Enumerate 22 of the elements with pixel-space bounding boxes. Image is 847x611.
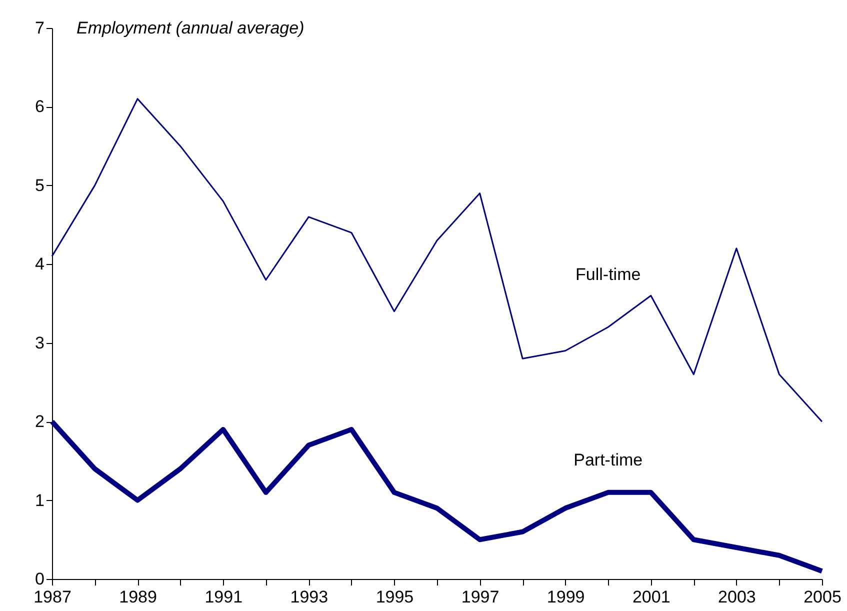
y-axis-title: Employment (annual average)	[76, 18, 304, 38]
x-tick-label: 1993	[290, 588, 328, 606]
y-tick-label: 2	[35, 412, 44, 432]
y-tick-label: 4	[35, 254, 44, 274]
x-tick-label: 2005	[804, 588, 842, 606]
y-tick-label: 6	[35, 97, 44, 116]
x-tick-label: 2003	[718, 588, 756, 606]
x-tick-label: 1997	[461, 588, 500, 606]
x-tick-label: 1989	[119, 588, 157, 606]
y-tick-label: 7	[35, 18, 44, 38]
y-tick-label: 1	[35, 490, 44, 510]
series-label: Part-time	[574, 450, 643, 470]
y-tick-label: 5	[35, 176, 44, 195]
x-tick-label: 1999	[546, 588, 585, 606]
line-series	[51, 98, 823, 422]
x-tick-label: 1991	[204, 588, 243, 606]
x-tick-label: 2001	[632, 588, 670, 606]
series-label: Full-time	[576, 265, 641, 284]
y-tick-label: 0	[35, 570, 44, 588]
y-tick-label: 3	[35, 333, 44, 352]
x-tick-label: 1987	[34, 588, 72, 606]
x-tick-label: 1995	[376, 588, 414, 606]
